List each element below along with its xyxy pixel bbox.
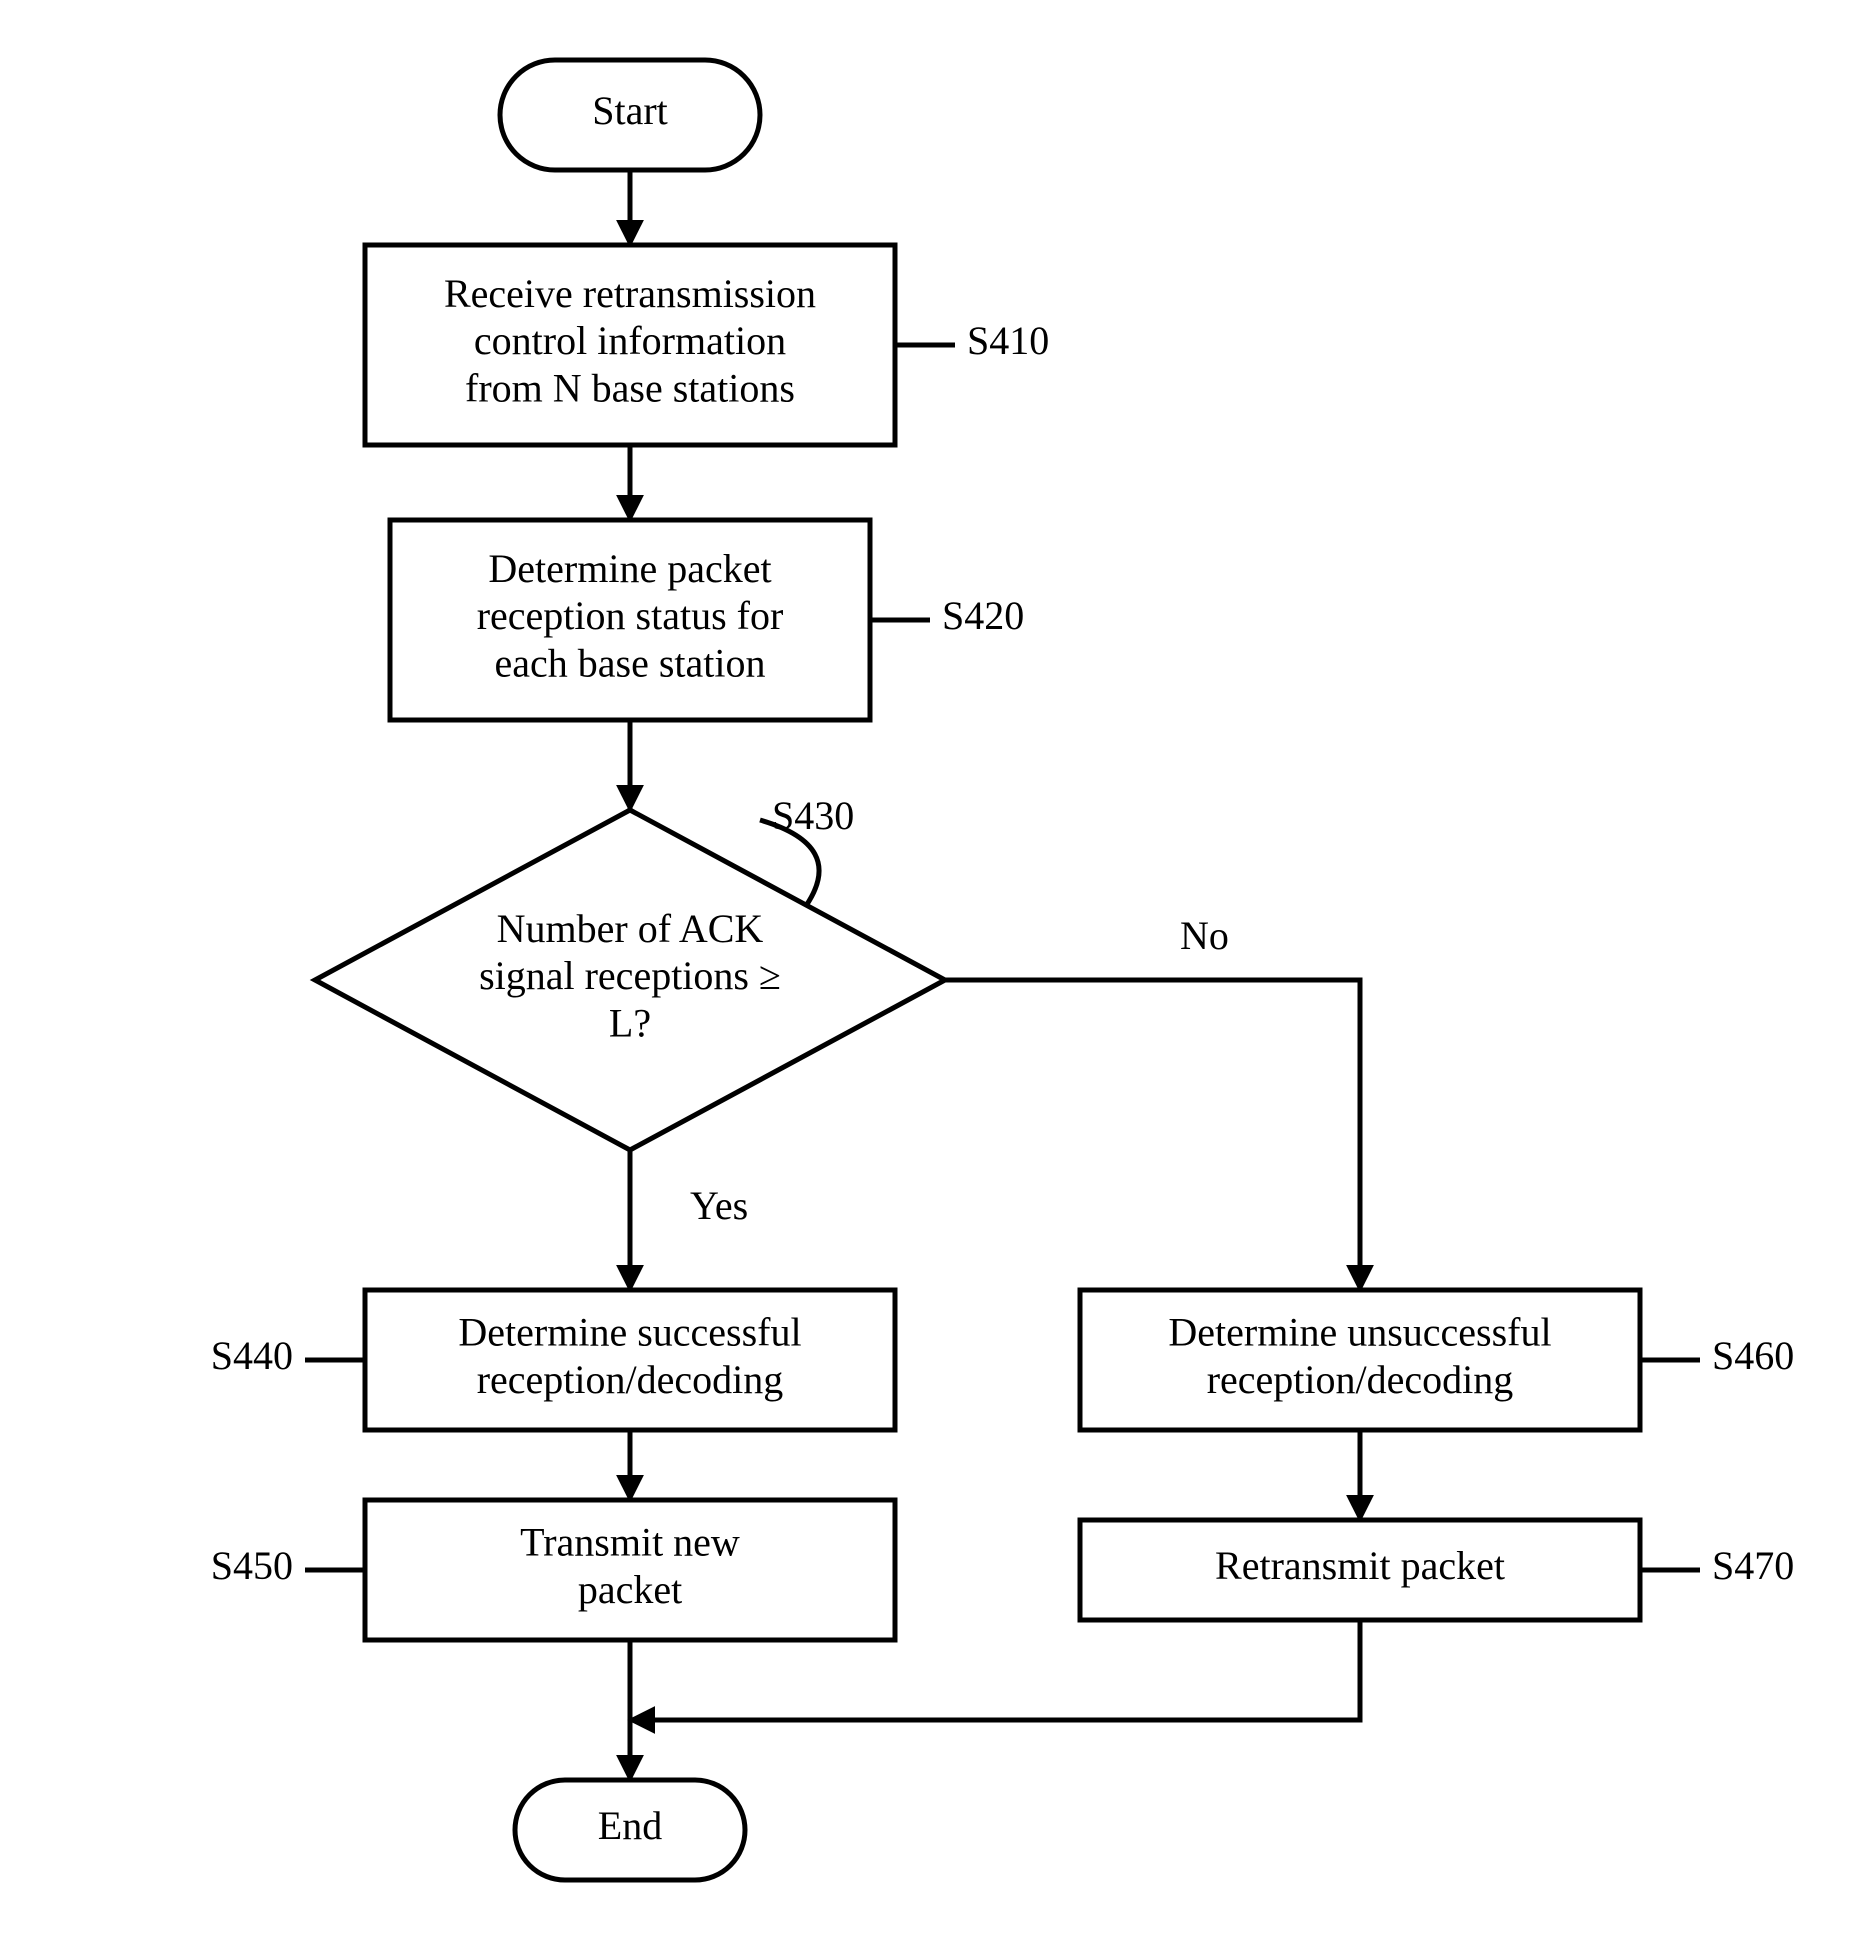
svg-text:reception status for: reception status for [477,593,784,638]
svg-text:S410: S410 [967,318,1049,363]
svg-text:S430: S430 [772,793,854,838]
svg-text:Determine unsuccessful: Determine unsuccessful [1168,1310,1551,1355]
svg-text:S450: S450 [211,1543,293,1588]
svg-text:S460: S460 [1712,1333,1794,1378]
svg-text:signal receptions ≥: signal receptions ≥ [479,953,781,998]
svg-text:Yes: Yes [690,1183,748,1228]
svg-text:No: No [1180,913,1229,958]
svg-text:Start: Start [592,88,668,133]
svg-text:Retransmit packet: Retransmit packet [1215,1543,1505,1588]
svg-text:from N base stations: from N base stations [465,365,795,410]
svg-text:Determine packet: Determine packet [488,546,771,591]
svg-text:Determine successful: Determine successful [458,1310,801,1355]
svg-text:Number of ACK: Number of ACK [497,906,764,951]
svg-text:S470: S470 [1712,1543,1794,1588]
svg-text:End: End [598,1803,662,1848]
svg-text:control information: control information [474,318,786,363]
svg-text:packet: packet [578,1567,682,1612]
svg-text:Transmit new: Transmit new [520,1520,740,1565]
svg-text:S420: S420 [942,593,1024,638]
svg-text:reception/decoding: reception/decoding [477,1357,784,1402]
svg-text:L?: L? [609,1000,651,1045]
svg-text:S440: S440 [211,1333,293,1378]
svg-text:reception/decoding: reception/decoding [1207,1357,1514,1402]
svg-text:each base station: each base station [495,640,766,685]
svg-text:Receive retransmission: Receive retransmission [444,271,816,316]
